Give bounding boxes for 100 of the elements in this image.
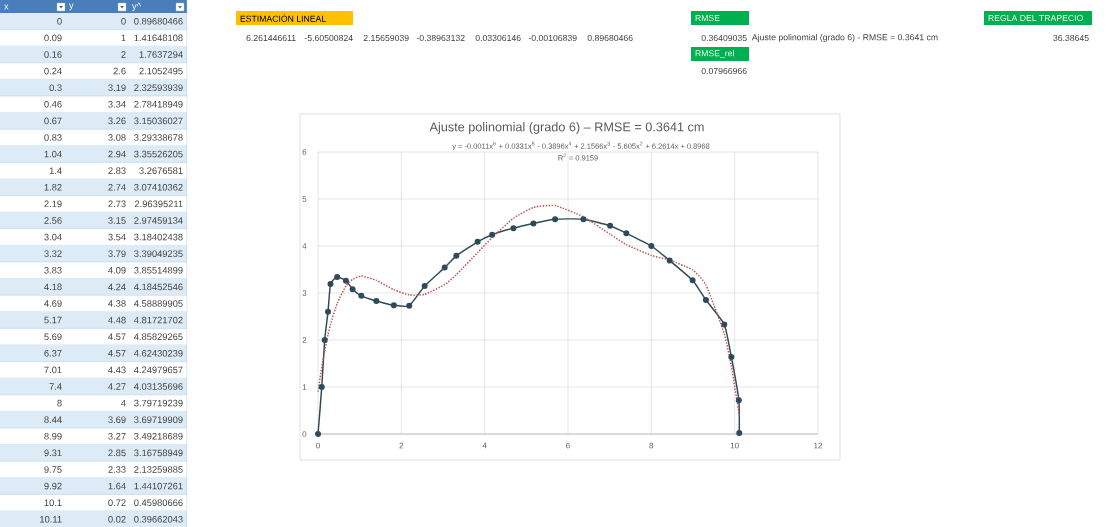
x-tick-label: 10	[730, 442, 739, 449]
text: 4.24979657	[133, 366, 183, 374]
point	[735, 397, 742, 404]
line-series	[317, 204, 740, 416]
text: 3.79	[108, 250, 126, 257]
text: 2.32593939	[134, 84, 183, 91]
text: 0.07966966	[701, 67, 747, 75]
text: 4.18452546	[133, 283, 183, 291]
text: 4.57	[108, 333, 126, 340]
text: 3.32	[44, 250, 62, 257]
y-tick-label: 4	[302, 243, 307, 249]
point	[315, 430, 322, 437]
text: -0.38963132	[416, 34, 465, 42]
point	[580, 216, 587, 223]
text: 3.69	[108, 416, 126, 423]
text: 8	[57, 399, 62, 407]
text: 9.92	[44, 482, 62, 490]
point	[728, 353, 735, 360]
point	[342, 277, 349, 284]
text: 4.27	[108, 383, 126, 390]
text: 6.37	[44, 350, 62, 357]
text: 9.75	[44, 466, 62, 473]
y-tick-label: 3	[302, 290, 307, 296]
text: 0.36409035	[701, 34, 747, 42]
point	[489, 231, 496, 238]
point	[373, 297, 380, 304]
text: 1.44107261	[134, 482, 183, 490]
text: 2.56	[44, 217, 62, 224]
point	[607, 222, 614, 229]
text: 3.69719909	[134, 416, 183, 423]
point	[453, 252, 460, 259]
text: 3.19	[108, 84, 126, 91]
text: 2.15659039	[363, 34, 409, 42]
text: 1.04	[44, 150, 62, 158]
x-tick-label: 12	[814, 442, 823, 449]
point	[648, 242, 655, 250]
text: 0.83	[44, 134, 62, 141]
point	[702, 297, 709, 304]
text: 4.18	[44, 283, 62, 291]
text: 4.81721702	[133, 316, 183, 324]
text: 3.29338678	[134, 134, 183, 141]
text: 0	[57, 18, 62, 25]
point	[510, 225, 517, 232]
text: 3.35526205	[134, 150, 183, 158]
text: 0.67	[44, 117, 62, 125]
point	[421, 282, 428, 289]
x-tick-label: 2	[399, 442, 404, 449]
text: 0.03306146	[475, 34, 521, 42]
text: 8.99	[44, 433, 62, 440]
text: 3.15036027	[134, 117, 183, 125]
point	[318, 383, 325, 390]
text: y	[68, 3, 74, 11]
text: 3.04	[44, 233, 62, 241]
text: x	[4, 4, 9, 10]
text: 4.03135696	[133, 383, 183, 390]
text: ESTIMACIÓN LINEAL	[240, 14, 326, 22]
text: 1.7637294	[139, 51, 183, 58]
text: 4.24	[108, 283, 126, 291]
text: 5.17	[44, 316, 62, 324]
y-tick-label: 2	[302, 337, 307, 343]
text: 4.09	[108, 267, 126, 274]
text: 4.58889905	[133, 300, 183, 307]
text: RMSE_rel	[695, 50, 734, 58]
text: 4.57	[108, 350, 126, 357]
text: 3.15	[108, 217, 126, 224]
text: 0.46	[44, 101, 62, 108]
y-tick-label: 0	[302, 431, 307, 437]
text: 2	[121, 51, 126, 58]
point	[736, 430, 743, 437]
text: REGLA DEL TRAPECIO	[988, 14, 1083, 22]
text: 2.83	[108, 167, 126, 174]
text: 1.82	[44, 184, 62, 191]
text: 3.26	[108, 117, 126, 125]
text: 7.01	[44, 366, 62, 374]
text: 0.02	[108, 516, 126, 523]
text: y^	[131, 2, 141, 12]
text: 0	[121, 18, 126, 25]
point	[721, 321, 728, 328]
text: 0.16	[44, 51, 62, 58]
text: 4.85829265	[133, 333, 183, 340]
text: 4.43	[108, 366, 126, 374]
text: 2.19	[44, 200, 62, 208]
text: 4.69	[44, 300, 62, 307]
text: 9.31	[44, 449, 62, 457]
text: 4.62430239	[133, 350, 183, 357]
text: 1.64	[108, 482, 126, 490]
point	[321, 336, 328, 343]
text: Ajuste polinomial (grado 6) - RMSE = 0.3641 cm	[751, 33, 938, 43]
text: 0.89680466	[134, 18, 183, 25]
text: 2.13259885	[134, 466, 183, 473]
x-tick-label: 6	[566, 442, 570, 449]
text: 3.54	[108, 233, 126, 241]
x-tick-label: 4	[482, 442, 487, 449]
text: 2.1052495	[139, 67, 183, 75]
text: 6.261446611	[246, 34, 296, 42]
text: 4	[121, 399, 126, 407]
text: 0.45980666	[134, 499, 183, 506]
point	[689, 277, 696, 284]
y-tick-label: 6	[302, 149, 307, 155]
point	[349, 286, 356, 293]
